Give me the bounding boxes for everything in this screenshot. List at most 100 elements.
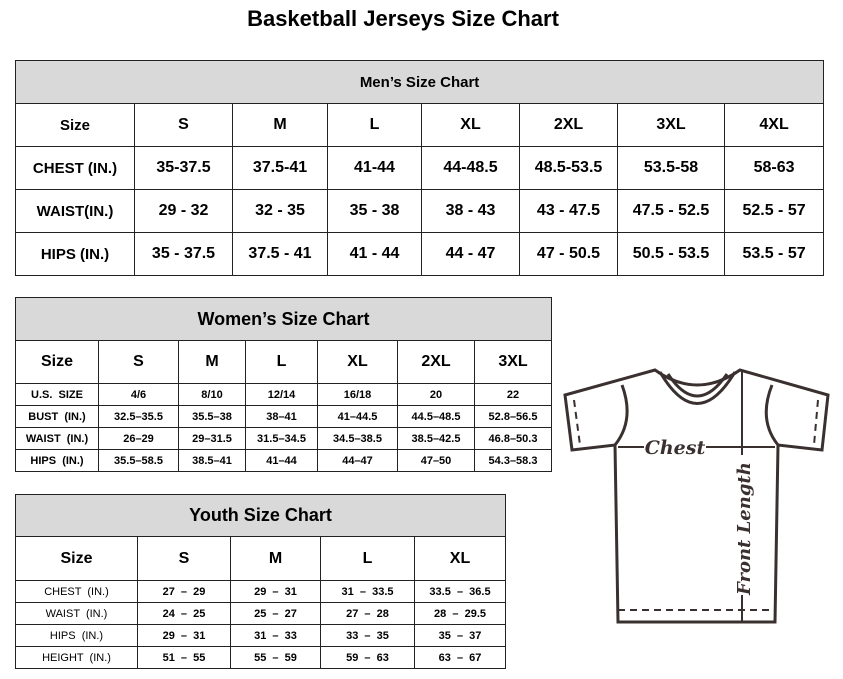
table-cell: 2XL: [397, 340, 475, 384]
row-label: HEIGHT (IN.): [15, 646, 138, 669]
table-cell: 29 - 32: [134, 189, 233, 233]
table-cell: S: [137, 536, 231, 581]
table-cell: 47.5 - 52.5: [617, 189, 725, 233]
table-cell: 55 – 59: [230, 646, 321, 669]
table-row: WAIST (IN.) 26–29 29–31.5 31.5–34.5 34.5–38.…: [15, 427, 553, 450]
table-cell: 22: [473, 383, 553, 406]
row-label: WAIST(IN.): [15, 189, 135, 233]
table-cell: 38–41: [245, 405, 318, 428]
collar: [658, 371, 737, 405]
table-row: CHEST (IN.) 27 – 29 29 – 31 31 – 33.5 33.5 –…: [15, 580, 507, 603]
table-cell: 44–47: [317, 449, 398, 472]
men-chart-heading: Men’s Size Chart: [14, 60, 825, 104]
table-cell: S: [98, 340, 179, 384]
table-cell: L: [320, 536, 415, 581]
table-cell: 34.5–38.5: [317, 427, 398, 450]
table-cell: 47 - 50.5: [519, 232, 618, 276]
table-cell: 58-63: [723, 146, 825, 190]
table-cell: XL: [413, 536, 507, 581]
table-cell: 16/18: [317, 383, 398, 406]
table-cell: 32 - 35: [232, 189, 328, 233]
front-length-label: Front Length: [734, 462, 755, 596]
table-cell: 46.8–50.3: [473, 427, 553, 450]
row-label: BUST (IN.): [15, 405, 99, 428]
table-cell: 38 - 43: [421, 189, 520, 233]
table-cell: 4XL: [723, 103, 825, 147]
youth-chart-heading: Youth Size Chart: [14, 494, 507, 537]
page-title: Basketball Jerseys Size Chart: [247, 6, 559, 31]
table-cell: 63 – 67: [413, 646, 507, 669]
size-header-row: Size S M L XL 2XL 3XL: [15, 340, 553, 384]
table-cell: 24 – 25: [137, 602, 231, 625]
table-cell: 35 - 37.5: [134, 232, 233, 276]
table-cell: 52.8–56.5: [473, 405, 553, 428]
table-cell: 52.5 - 57: [723, 189, 825, 233]
table-cell: 35 – 37: [413, 624, 507, 647]
table-cell: 35 - 38: [327, 189, 422, 233]
table-cell: 31 – 33: [230, 624, 321, 647]
table-cell: 29 – 31: [230, 580, 321, 603]
table-cell: 8/10: [178, 383, 246, 406]
table-cell: 41–44: [245, 449, 318, 472]
table-cell: 44-48.5: [421, 146, 520, 190]
table-cell: 38.5–42.5: [397, 427, 475, 450]
table-cell: 25 – 27: [230, 602, 321, 625]
table-cell: 26–29: [98, 427, 179, 450]
table-row: HEIGHT (IN.) 51 – 55 55 – 59 59 – 63 63 – 67: [15, 646, 507, 669]
shirt-outline: [563, 368, 830, 624]
table-cell: 53.5 - 57: [723, 232, 825, 276]
table-cell: 35-37.5: [134, 146, 233, 190]
size-header-row: Size S M L XL 2XL 3XL 4XL: [15, 103, 825, 147]
table-cell: 50.5 - 53.5: [617, 232, 725, 276]
table-cell: 29–31.5: [178, 427, 246, 450]
row-label: WAIST (IN.): [15, 602, 138, 625]
row-label: Size: [15, 103, 135, 147]
table-cell: 33 – 35: [320, 624, 415, 647]
table-cell: 44 - 47: [421, 232, 520, 276]
table-cell: 35.5–58.5: [98, 449, 179, 472]
sleeve-seams: [613, 384, 780, 446]
table-cell: 32.5–35.5: [98, 405, 179, 428]
table-row: HIPS (IN.) 35 - 37.5 37.5 - 41 41 - 44 44 - …: [15, 232, 825, 276]
table-cell: 3XL: [473, 340, 553, 384]
table-cell: 44.5–48.5: [397, 405, 475, 428]
table-cell: 59 – 63: [320, 646, 415, 669]
jersey-diagram: Chest Front Length: [563, 368, 830, 624]
table-cell: 27 – 28: [320, 602, 415, 625]
table-row: HIPS (IN.) 29 – 31 31 – 33 33 – 35 35 – 37: [15, 624, 507, 647]
women-chart-heading: Women’s Size Chart: [14, 297, 553, 341]
table-cell: 27 – 29: [137, 580, 231, 603]
table-row: CHEST (IN.) 35-37.5 37.5-41 41-44 44-48.5 48.…: [15, 146, 825, 190]
table-cell: 35.5–38: [178, 405, 246, 428]
table-cell: 20: [397, 383, 475, 406]
table-cell: 41–44.5: [317, 405, 398, 428]
size-header-row: Size S M L XL: [15, 536, 507, 581]
row-label: U.S. SIZE: [15, 383, 99, 406]
mens-size-table: Men’s Size Chart Size S M L XL 2XL 3XL 4XL CHEST …: [14, 60, 825, 276]
table-cell: 37.5-41: [232, 146, 328, 190]
table-cell: 4/6: [98, 383, 179, 406]
row-label: CHEST (IN.): [15, 146, 135, 190]
row-label: Size: [15, 340, 99, 384]
table-cell: 3XL: [617, 103, 725, 147]
table-cell: 51 – 55: [137, 646, 231, 669]
table-cell: 31 – 33.5: [320, 580, 415, 603]
table-cell: 38.5–41: [178, 449, 246, 472]
row-label: HIPS (IN.): [15, 232, 135, 276]
chest-label: Chest: [645, 437, 706, 459]
table-cell: 37.5 - 41: [232, 232, 328, 276]
table-cell: L: [245, 340, 318, 384]
table-cell: 12/14: [245, 383, 318, 406]
row-label: CHEST (IN.): [15, 580, 138, 603]
table-cell: S: [134, 103, 233, 147]
table-row: BUST (IN.) 32.5–35.5 35.5–38 38–41 41–44.5 44…: [15, 405, 553, 428]
sleeve-stitch: [573, 399, 819, 611]
table-cell: XL: [317, 340, 398, 384]
womens-size-table: Women’s Size Chart Size S M L XL 2XL 3XL U.S. SI…: [14, 297, 553, 472]
row-label: HIPS (IN.): [15, 624, 138, 647]
table-cell: 33.5 – 36.5: [413, 580, 507, 603]
row-label: Size: [15, 536, 138, 581]
table-cell: 29 – 31: [137, 624, 231, 647]
row-label: WAIST (IN.): [15, 427, 99, 450]
table-cell: 53.5-58: [617, 146, 725, 190]
